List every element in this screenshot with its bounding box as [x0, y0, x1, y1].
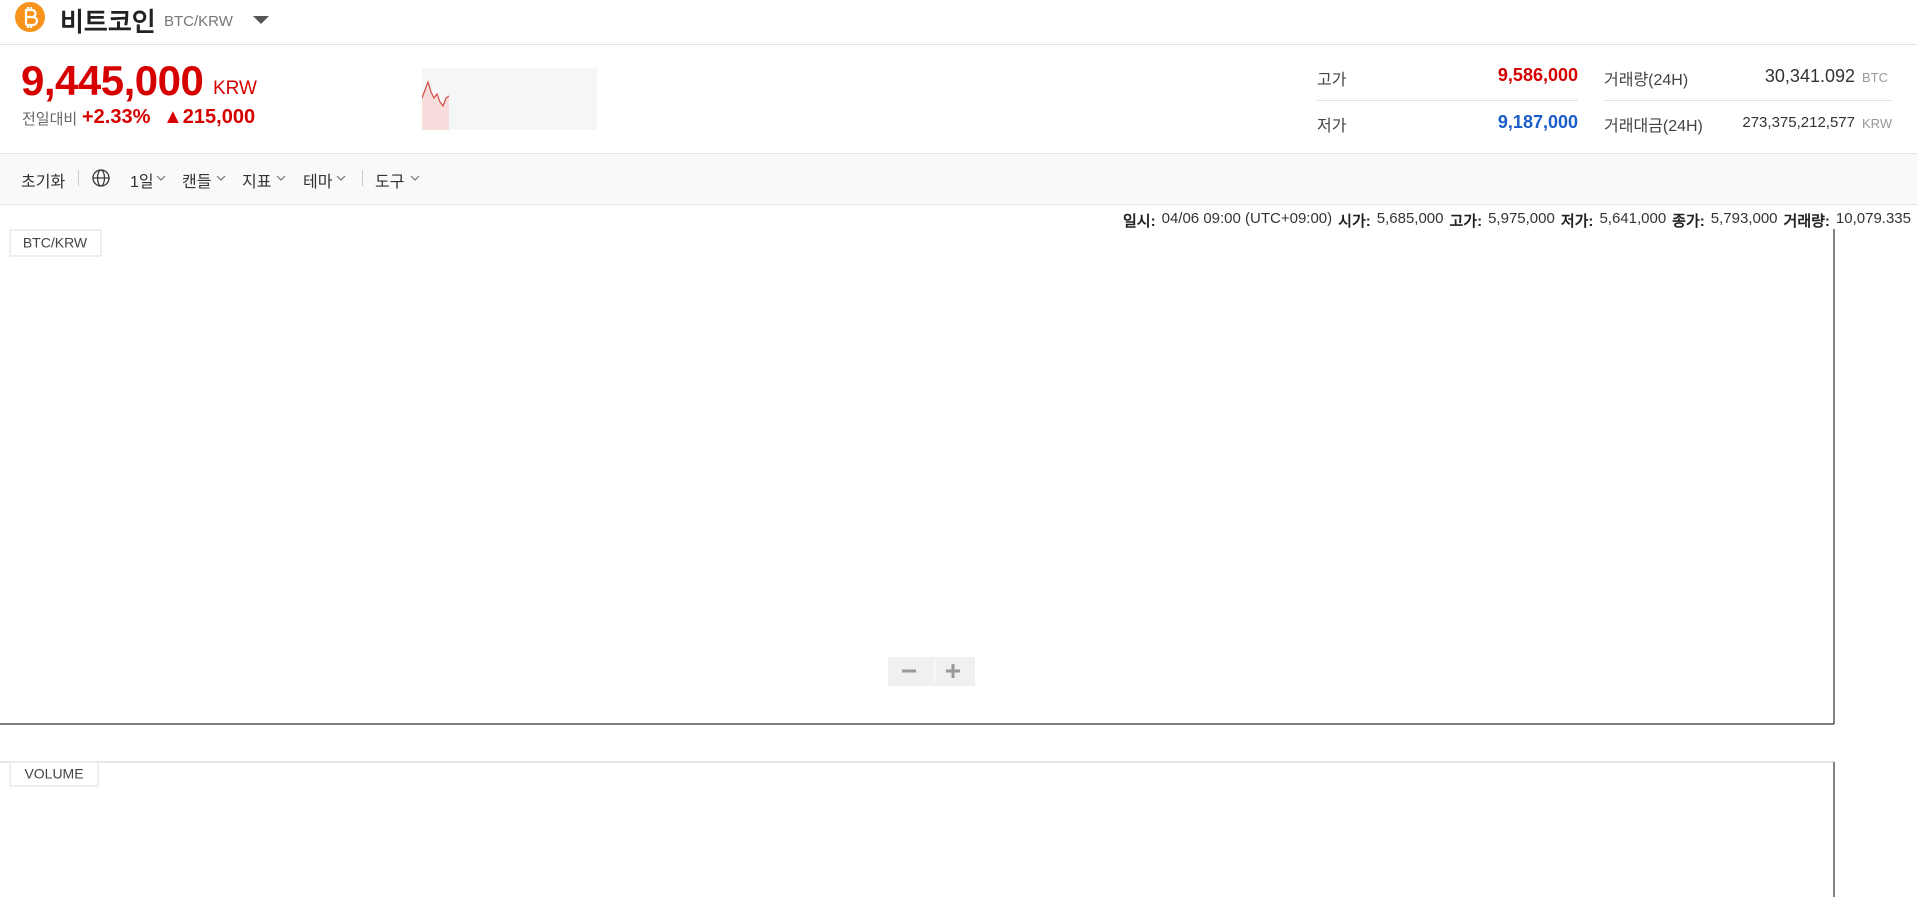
- toolbar-button[interactable]: 지표: [242, 174, 272, 191]
- toolbar-chevrons: [156, 175, 420, 181]
- divider: [0, 44, 1917, 45]
- stat-label: 저가: [1317, 118, 1347, 135]
- stat-label: 거래량(24H): [1604, 72, 1689, 89]
- coin-icon: [15, 2, 45, 32]
- info-label: 저가:: [1560, 213, 1594, 230]
- toolbar-button[interactable]: 테마: [303, 174, 333, 191]
- current-price: 9,445,000: [21, 57, 204, 104]
- zoom-in[interactable]: [946, 664, 960, 678]
- change-amount: ▲215,000: [163, 106, 256, 128]
- stat-label: 거래대금(24H): [1604, 118, 1703, 135]
- toolbar-button[interactable]: 캔들: [182, 174, 212, 191]
- info-value: 5,975,000: [1488, 210, 1555, 227]
- info-value: 5,641,000: [1599, 210, 1667, 227]
- info-value: 5,793,000: [1710, 210, 1778, 227]
- price-panel-title: BTC/KRW: [23, 235, 88, 251]
- coin-name: 비트코인: [60, 7, 156, 37]
- stat-value: 30,341.092: [1764, 66, 1855, 86]
- divider: [1604, 100, 1892, 101]
- change-rate: +2.33%: [82, 106, 151, 128]
- info-value: 10,079.335: [1835, 210, 1911, 227]
- globe-icon[interactable]: [91, 168, 111, 188]
- toolbar-divider: [362, 170, 363, 186]
- toolbar-button[interactable]: 초기화: [21, 174, 66, 191]
- toolbar-divider: [78, 170, 79, 186]
- stat-unit: BTC: [1862, 70, 1888, 85]
- divider: [1317, 100, 1578, 101]
- zoom-control: [888, 657, 975, 686]
- change-label: 전일대비: [22, 111, 78, 128]
- info-label: 시가:: [1338, 213, 1371, 230]
- toolbar: [0, 153, 1917, 205]
- volume-panel-title: VOLUME: [24, 766, 83, 782]
- legend-box: [9, 229, 102, 257]
- chart: BTC/KRW VOLUME: [0, 229, 1835, 897]
- info-value: 04/06 09:00 (UTC+09:00): [1161, 210, 1333, 227]
- crosshair-info: 일시: 04/06 09:00 (UTC+09:00) 시가: 5,685,000 고가…: [1123, 210, 1911, 231]
- info-value: 5,685,000: [1376, 210, 1444, 227]
- stat-label: 고가: [1317, 72, 1347, 89]
- toolbar-button[interactable]: 1일: [130, 174, 154, 191]
- pair-label: BTC/KRW: [164, 13, 233, 30]
- currency: KRW: [213, 78, 257, 99]
- toolbar-button[interactable]: 도구: [375, 174, 405, 191]
- info-label: 고가:: [1449, 213, 1483, 230]
- info-label: 거래량:: [1783, 213, 1830, 230]
- stat-value: 9,187,000: [1497, 112, 1578, 132]
- info-label: 일시:: [1123, 213, 1156, 230]
- stat-value: 273,375,212,577: [1742, 114, 1855, 131]
- mini-chart: [422, 68, 597, 130]
- info-label: 종가:: [1672, 213, 1705, 230]
- legend-box: [9, 761, 99, 787]
- coin-dropdown[interactable]: [252, 14, 270, 26]
- stat-unit: KRW: [1862, 116, 1893, 131]
- stat-value: 9,586,000: [1497, 65, 1578, 85]
